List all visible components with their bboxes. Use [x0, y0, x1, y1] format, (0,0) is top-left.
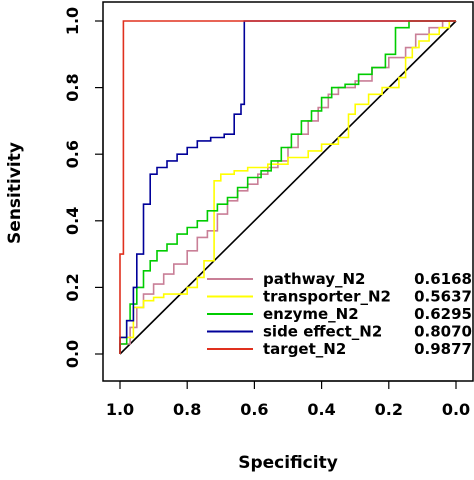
legend-auc: 0.6295	[414, 305, 472, 323]
legend-auc: 0.9877	[414, 340, 472, 358]
x-tick-label: 0.6	[240, 400, 268, 419]
y-axis: 0.0 0.2 0.4 0.6 0.8 1.0	[63, 7, 104, 368]
x-tick-label: 0.2	[375, 400, 403, 419]
legend-label: transporter_N2	[263, 288, 391, 306]
legend: pathway_N2 0.6168 transporter_N2 0.5637 enzy…	[207, 270, 472, 358]
y-tick-label: 1.0	[63, 7, 82, 35]
series-line-transporter-n2	[119, 20, 456, 354]
legend-label: enzyme_N2	[263, 305, 359, 323]
y-tick-label: 0.8	[63, 73, 82, 101]
series-layer	[119, 20, 456, 354]
series-line-enzyme-n2	[119, 20, 456, 354]
x-tick-label: 1.0	[106, 400, 134, 419]
y-tick-label: 0.4	[63, 207, 82, 235]
y-tick-label: 0.6	[63, 140, 82, 168]
reference-layer	[119, 20, 457, 355]
series-line-target-n2	[119, 20, 456, 354]
legend-label: target_N2	[263, 340, 346, 358]
x-axis: 1.0 0.8 0.6 0.4 0.2 0.0	[106, 380, 470, 419]
x-tick-label: 0.8	[173, 400, 201, 419]
x-axis-title: Specificity	[238, 453, 338, 473]
legend-auc: 0.6168	[414, 270, 472, 288]
legend-auc: 0.8070	[414, 323, 472, 341]
legend-auc: 0.5637	[414, 288, 472, 306]
y-tick-label: 0.0	[63, 340, 82, 368]
y-axis-title: Sensitivity	[5, 142, 25, 244]
reference-diagonal-line	[119, 20, 457, 355]
x-tick-label: 0.4	[307, 400, 335, 419]
series-line-pathway-n2	[119, 20, 456, 354]
series-line-side-effect-n2	[119, 20, 456, 354]
y-tick-label: 0.2	[63, 273, 82, 301]
legend-label: side effect_N2	[263, 323, 382, 341]
x-tick-label: 0.0	[442, 400, 470, 419]
legend-label: pathway_N2	[263, 270, 366, 288]
